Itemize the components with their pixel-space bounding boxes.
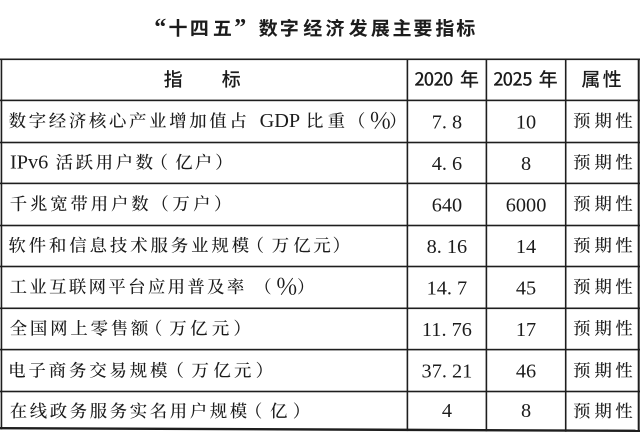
svg-text:8: 8 bbox=[521, 400, 531, 422]
svg-text:”: ” bbox=[234, 15, 246, 41]
svg-text:“: “ bbox=[154, 15, 166, 41]
svg-text:14: 14 bbox=[516, 236, 536, 258]
svg-text:7. 8: 7. 8 bbox=[432, 111, 462, 133]
svg-text:4. 6: 4. 6 bbox=[432, 153, 462, 175]
svg-text:8. 16: 8. 16 bbox=[427, 236, 468, 258]
svg-text:11. 76: 11. 76 bbox=[422, 319, 472, 341]
svg-text:45: 45 bbox=[516, 277, 536, 299]
svg-text:6000: 6000 bbox=[506, 194, 547, 216]
svg-text:640: 640 bbox=[432, 194, 462, 216]
svg-text:IPv6: IPv6 bbox=[10, 151, 48, 173]
svg-text:8: 8 bbox=[521, 153, 531, 175]
svg-text:14. 7: 14. 7 bbox=[427, 277, 468, 299]
svg-text:37. 21: 37. 21 bbox=[422, 360, 473, 382]
svg-text:10: 10 bbox=[516, 111, 536, 133]
svg-text:GDP: GDP bbox=[260, 110, 301, 132]
svg-text:46: 46 bbox=[516, 360, 536, 382]
svg-text:17: 17 bbox=[516, 319, 536, 341]
svg-text:4: 4 bbox=[442, 400, 452, 422]
